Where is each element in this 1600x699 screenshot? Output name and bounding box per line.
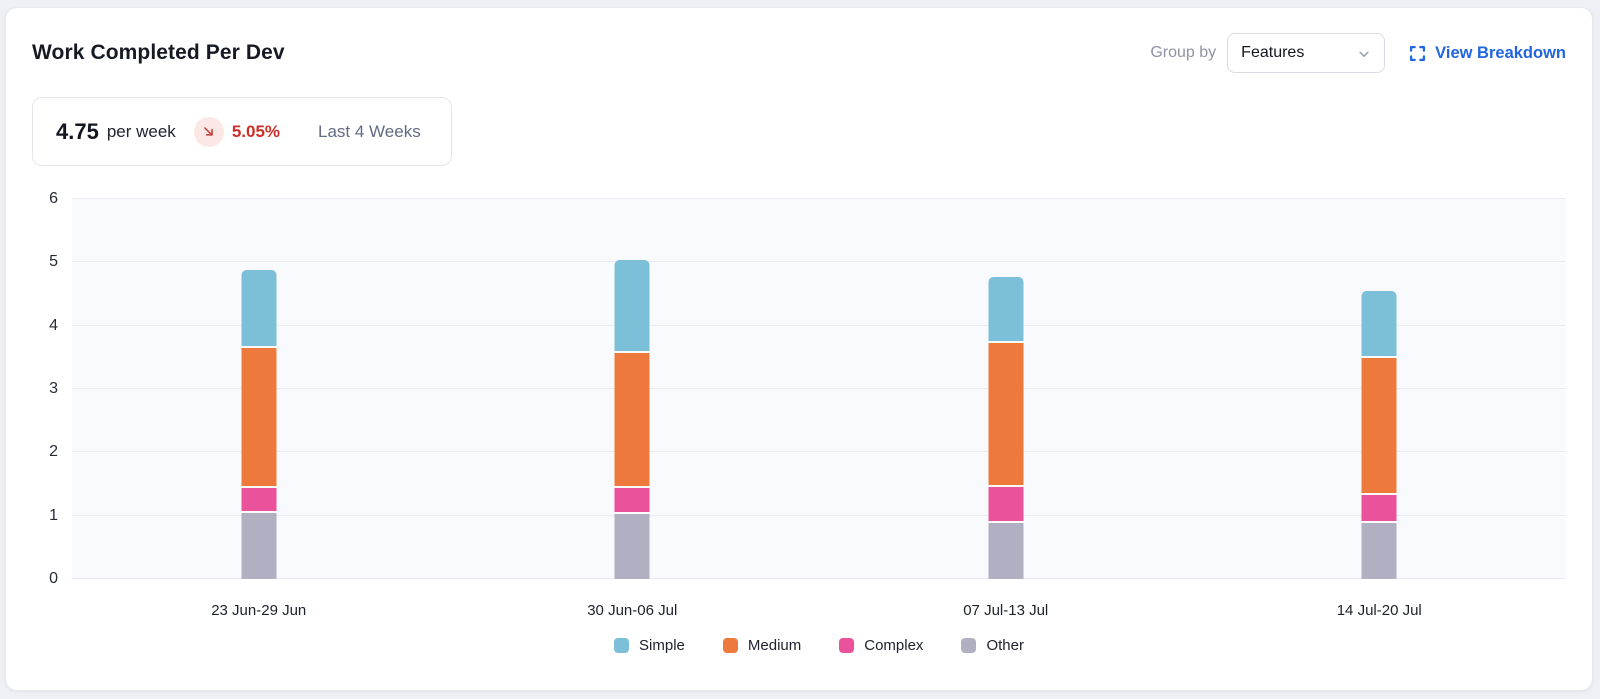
bar-segment-other[interactable] bbox=[614, 513, 650, 579]
trend-down-badge bbox=[193, 116, 224, 147]
x-axis-label: 14 Jul-20 Jul bbox=[1336, 602, 1422, 619]
gridline bbox=[72, 451, 1566, 453]
y-axis-tick-label: 0 bbox=[49, 570, 58, 587]
legend-item-medium[interactable]: Medium bbox=[722, 637, 802, 654]
gridline bbox=[72, 578, 1566, 579]
legend-label: Other bbox=[986, 637, 1024, 654]
trend-down-icon bbox=[202, 125, 215, 138]
y-axis-tick-label: 5 bbox=[49, 253, 58, 271]
y-axis-tick-label: 4 bbox=[49, 316, 58, 334]
legend-label: Complex bbox=[864, 637, 924, 654]
stat-card: 4.75 per week 5.05% Last 4 Weeks bbox=[32, 97, 452, 166]
bar-segment-simple[interactable] bbox=[1361, 291, 1397, 357]
x-axis-label: 30 Jun-06 Jul bbox=[587, 602, 678, 619]
work-completed-card: Work Completed Per Dev Group by Features… bbox=[5, 7, 1593, 691]
stat-value: 4.75 bbox=[56, 118, 99, 144]
bar-23 Jun-29 Jun bbox=[241, 199, 277, 579]
bar-30 Jun-06 Jul bbox=[614, 199, 650, 579]
y-axis-tick-label: 6 bbox=[49, 190, 58, 207]
bar-segment-other[interactable] bbox=[241, 512, 277, 579]
stacked-bar-chart: 0 1 2 3 4 5 6 23 Jun-29 Jun 30 Jun-06 Jul 07 Jul… bbox=[32, 190, 1566, 654]
group-by-selected-value: Features bbox=[1241, 44, 1305, 61]
bar-14 Jul-20 Jul bbox=[1361, 199, 1397, 579]
header-controls: Group by Features View Breakdown bbox=[1150, 33, 1566, 73]
y-axis-tick-label: 3 bbox=[49, 380, 58, 397]
legend-swatch-complex bbox=[839, 638, 855, 653]
gridline bbox=[72, 261, 1566, 263]
chevron-down-icon bbox=[1357, 47, 1371, 61]
bar-segment-medium[interactable] bbox=[1361, 358, 1397, 493]
bar-segment-complex[interactable] bbox=[614, 488, 650, 512]
page-title: Work Completed Per Dev bbox=[32, 41, 285, 64]
card-header: Work Completed Per Dev Group by Features… bbox=[32, 8, 1566, 73]
plot-area: 0 1 2 3 4 5 6 bbox=[49, 190, 1566, 587]
bar-segment-other[interactable] bbox=[1361, 523, 1397, 579]
legend-label: Medium bbox=[747, 637, 802, 654]
legend-item-other[interactable]: Other bbox=[961, 637, 1024, 654]
bar-segment-complex[interactable] bbox=[1361, 494, 1397, 522]
view-breakdown-label: View Breakdown bbox=[1435, 43, 1566, 62]
delta-value: 5.05% bbox=[231, 121, 281, 141]
group-by-dropdown[interactable]: Features bbox=[1227, 33, 1386, 73]
legend-item-simple[interactable]: Simple bbox=[614, 637, 685, 654]
stat-unit: per week bbox=[106, 121, 176, 141]
bar-segment-simple[interactable] bbox=[241, 270, 277, 347]
bar-segment-complex[interactable] bbox=[241, 488, 277, 511]
bar-segment-simple[interactable] bbox=[614, 259, 650, 351]
bar-segment-medium[interactable] bbox=[241, 348, 277, 487]
x-axis-labels: 23 Jun-29 Jun 30 Jun-06 Jul 07 Jul-13 Jul 1… bbox=[72, 579, 1566, 621]
x-axis-label: 23 Jun-29 Jun bbox=[211, 602, 307, 619]
gridline bbox=[72, 198, 1566, 199]
legend-label: Simple bbox=[639, 637, 685, 654]
x-axis-label: 07 Jul-13 Jul bbox=[963, 602, 1049, 619]
chart-legend: Simple Medium Complex Other bbox=[72, 637, 1566, 654]
stat-period: Last 4 Weeks bbox=[318, 121, 421, 141]
legend-swatch-other bbox=[961, 638, 977, 653]
expand-icon bbox=[1409, 45, 1426, 62]
legend-item-complex[interactable]: Complex bbox=[839, 637, 923, 654]
group-by-label: Group by bbox=[1150, 44, 1217, 61]
legend-swatch-medium bbox=[722, 638, 738, 653]
bar-segment-complex[interactable] bbox=[988, 487, 1024, 522]
bar-segment-other[interactable] bbox=[988, 523, 1024, 579]
y-axis-tick-label: 1 bbox=[49, 506, 58, 524]
legend-swatch-simple bbox=[614, 638, 630, 653]
bar-segment-medium[interactable] bbox=[988, 343, 1024, 486]
bar-segment-simple[interactable] bbox=[988, 276, 1024, 342]
gridline bbox=[72, 324, 1566, 326]
view-breakdown-link[interactable]: View Breakdown bbox=[1409, 44, 1566, 63]
gridline bbox=[72, 388, 1566, 389]
gridline bbox=[72, 514, 1566, 516]
bar-07 Jul-13 Jul bbox=[988, 199, 1024, 579]
bar-segment-medium[interactable] bbox=[614, 352, 650, 487]
y-axis-tick-label: 2 bbox=[49, 443, 58, 461]
